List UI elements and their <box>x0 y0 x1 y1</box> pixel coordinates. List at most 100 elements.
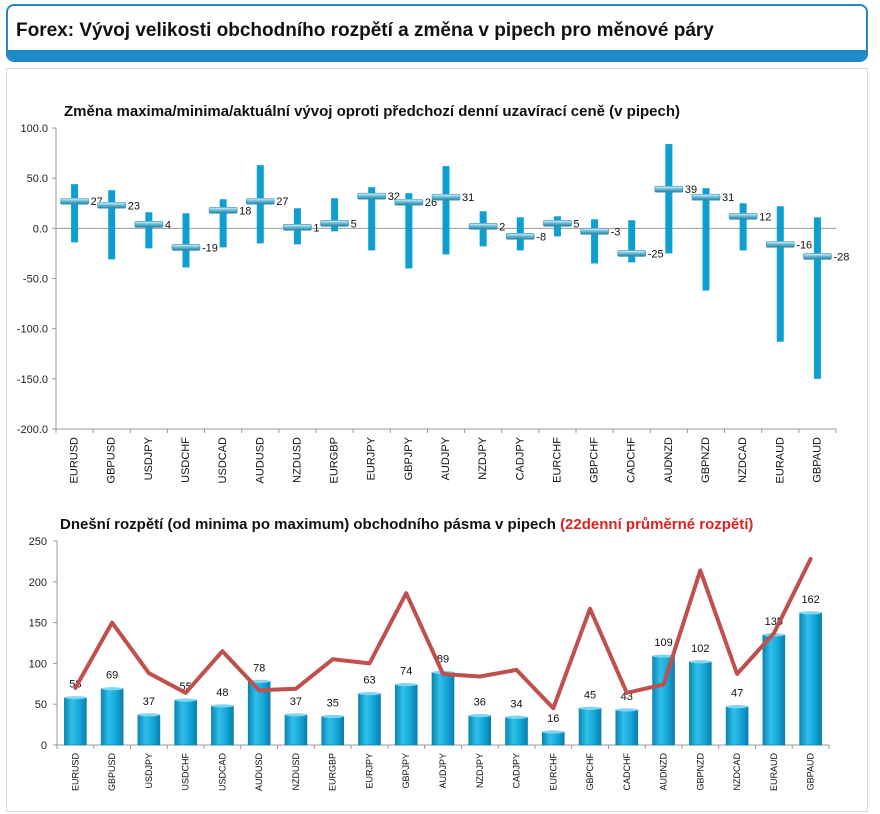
current-value-label: 31 <box>462 192 474 204</box>
spread-bar-top <box>579 706 602 710</box>
chart1-x-tick-label: EURCHF <box>551 437 563 483</box>
range-bar <box>813 217 821 379</box>
chart1-x-tick-label: USDCHF <box>180 437 192 483</box>
header-panel: Forex: Vývoj velikosti obchodního rozpět… <box>6 4 868 62</box>
current-marker <box>97 201 127 209</box>
current-marker <box>394 198 424 206</box>
spread-bar-top <box>211 704 234 708</box>
spread-bar <box>762 634 786 746</box>
spread-value-label: 48 <box>216 687 228 699</box>
chart1-x-tick-label: EURJPY <box>366 436 378 480</box>
spread-bar-top <box>799 611 822 615</box>
chart2-x-tick-label: NZDUSD <box>291 753 301 791</box>
range-bar <box>368 187 376 251</box>
range-bar <box>702 188 710 291</box>
range-bar <box>145 212 153 249</box>
spread-bar <box>174 699 197 746</box>
current-marker <box>803 253 832 260</box>
chart1-x-tick-label: EURAUD <box>774 437 786 484</box>
chart1-y-tick-label: -50.0 <box>23 274 48 286</box>
range-bar <box>628 220 636 263</box>
range-bar <box>182 213 190 268</box>
spread-bar-top <box>689 660 712 664</box>
current-value-label: 5 <box>573 218 579 230</box>
current-value-label: 31 <box>722 192 734 204</box>
spread-bar <box>100 688 124 746</box>
current-marker <box>431 193 461 201</box>
current-marker <box>245 197 275 205</box>
current-value-label: 4 <box>165 219 171 231</box>
current-value-label: 5 <box>351 218 357 230</box>
spread-bar-top <box>652 654 675 658</box>
current-marker <box>505 233 535 240</box>
spread-bar-top <box>174 698 197 702</box>
chart1-x-tick-label: NZDUSD <box>291 437 303 483</box>
range-bar <box>331 198 339 232</box>
chart1-y-tick-label: -200.0 <box>17 424 48 436</box>
chart2-y-tick-label: 100 <box>29 658 47 670</box>
spread-value-label: 69 <box>106 670 118 682</box>
chart1-x-tick-label: AUDUSD <box>254 437 266 484</box>
chart2-x-tick-label: GBPUSD <box>107 753 117 792</box>
range-bar <box>591 219 599 264</box>
spread-value-label: 89 <box>437 653 449 665</box>
spread-bar <box>358 693 381 746</box>
spread-bar-top <box>542 730 565 734</box>
current-marker <box>134 221 164 228</box>
chart2-x-tick-label: USDCHF <box>181 752 191 790</box>
spread-bar <box>725 706 749 746</box>
current-marker <box>320 220 349 227</box>
current-marker <box>691 193 721 201</box>
chart2-y-tick-label: 250 <box>29 536 47 548</box>
current-marker <box>543 220 572 227</box>
chart2-x-tick-label: EURGBP <box>328 753 338 791</box>
spread-value-label: 37 <box>290 696 302 708</box>
current-marker <box>728 212 758 220</box>
current-value-label: -19 <box>202 242 218 254</box>
chart1-x-tick-label: USDJPY <box>143 436 155 480</box>
spread-bar <box>615 709 639 746</box>
spread-bar-top <box>284 713 307 717</box>
chart2-x-tick-label: EURJPY <box>364 753 374 789</box>
spread-value-label: 45 <box>584 689 596 701</box>
spread-value-label: 37 <box>143 696 155 708</box>
current-value-label: -3 <box>611 226 621 238</box>
current-value-label: 23 <box>128 200 140 212</box>
current-marker <box>357 192 387 200</box>
current-value-label: 27 <box>276 196 288 208</box>
chart2-x-tick-label: GBPAUD <box>806 753 816 791</box>
spread-value-label: 78 <box>253 662 265 674</box>
spread-bar <box>468 715 492 746</box>
range-bar <box>776 206 784 342</box>
chart1-y-tick-label: 50.0 <box>27 173 48 185</box>
current-marker <box>654 185 684 193</box>
current-marker <box>617 250 647 257</box>
chart1-y-tick-label: -100.0 <box>17 324 48 336</box>
current-marker <box>580 228 609 235</box>
spread-bar-top <box>726 705 749 709</box>
chart2-title-main: Dnešní rozpětí (od minima po maximum) ob… <box>60 516 556 533</box>
chart2-y-tick-label: 150 <box>29 618 47 630</box>
chart2-title: Dnešní rozpětí (od minima po maximum) ob… <box>60 516 753 533</box>
spread-value-label: 63 <box>363 675 375 687</box>
current-value-label: -16 <box>796 239 812 251</box>
spread-bar <box>505 716 528 746</box>
range-bar <box>108 190 116 260</box>
range-bar <box>405 193 413 269</box>
spread-bar <box>541 731 565 746</box>
spread-bar-top <box>505 715 528 719</box>
spread-value-label: 74 <box>400 666 412 678</box>
chart2-x-tick-label: CADJPY <box>512 753 522 789</box>
chart2-x-tick-label: AUDNZD <box>659 753 669 791</box>
current-value-label: 39 <box>685 184 697 196</box>
spread-value-label: 109 <box>654 637 672 649</box>
spread-bar <box>211 705 234 746</box>
chart2-x-tick-label: GBPNZD <box>695 753 705 791</box>
chart2-x-tick-label: EURAUD <box>769 753 779 792</box>
current-marker <box>283 224 312 231</box>
spread-bar-top <box>468 714 491 718</box>
spread-value-label: 36 <box>474 697 486 709</box>
spread-bar <box>578 707 602 746</box>
average-spread-line <box>73 557 813 711</box>
